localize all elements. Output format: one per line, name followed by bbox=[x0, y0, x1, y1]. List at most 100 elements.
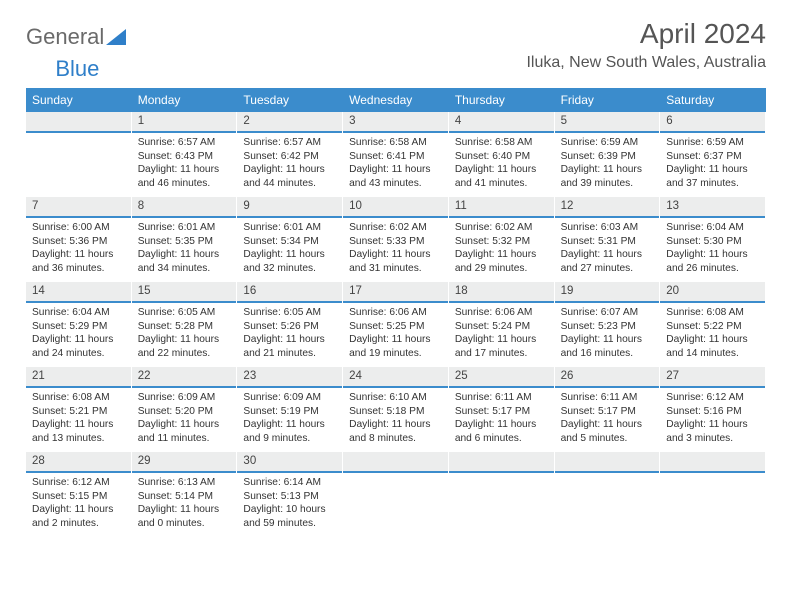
day-info: Sunrise: 6:03 AMSunset: 5:31 PMDaylight:… bbox=[555, 218, 660, 282]
sunrise-text: Sunrise: 6:11 AM bbox=[561, 391, 654, 405]
calendar-cell: 29Sunrise: 6:13 AMSunset: 5:14 PMDayligh… bbox=[132, 452, 238, 537]
day-number: 14 bbox=[26, 282, 131, 303]
sunrise-text: Sunrise: 6:59 AM bbox=[666, 136, 759, 150]
day-number: 20 bbox=[660, 282, 765, 303]
calendar-body: 1Sunrise: 6:57 AMSunset: 6:43 PMDaylight… bbox=[26, 112, 766, 537]
weekday-label: Tuesday bbox=[237, 88, 343, 112]
day-info: Sunrise: 6:01 AMSunset: 5:34 PMDaylight:… bbox=[237, 218, 342, 282]
daylight-text: Daylight: 11 hours and 36 minutes. bbox=[32, 248, 125, 276]
calendar-cell: 13Sunrise: 6:04 AMSunset: 5:30 PMDayligh… bbox=[660, 197, 766, 282]
sunset-text: Sunset: 5:31 PM bbox=[561, 235, 654, 249]
day-number bbox=[343, 452, 448, 473]
daylight-text: Daylight: 11 hours and 34 minutes. bbox=[138, 248, 231, 276]
day-number: 22 bbox=[132, 367, 237, 388]
sunrise-text: Sunrise: 6:10 AM bbox=[349, 391, 442, 405]
day-number bbox=[555, 452, 660, 473]
day-number bbox=[449, 452, 554, 473]
sunset-text: Sunset: 5:35 PM bbox=[138, 235, 231, 249]
day-number: 19 bbox=[555, 282, 660, 303]
sunrise-text: Sunrise: 6:58 AM bbox=[455, 136, 548, 150]
day-info: Sunrise: 6:02 AMSunset: 5:32 PMDaylight:… bbox=[449, 218, 554, 282]
day-number: 16 bbox=[237, 282, 342, 303]
sunrise-text: Sunrise: 6:57 AM bbox=[243, 136, 336, 150]
logo-triangle-icon bbox=[106, 29, 126, 45]
daylight-text: Daylight: 11 hours and 37 minutes. bbox=[666, 163, 759, 191]
day-info: Sunrise: 6:02 AMSunset: 5:33 PMDaylight:… bbox=[343, 218, 448, 282]
day-number: 12 bbox=[555, 197, 660, 218]
day-info: Sunrise: 6:05 AMSunset: 5:28 PMDaylight:… bbox=[132, 303, 237, 367]
weekday-label: Wednesday bbox=[343, 88, 449, 112]
sunset-text: Sunset: 5:23 PM bbox=[561, 320, 654, 334]
calendar-week: 21Sunrise: 6:08 AMSunset: 5:21 PMDayligh… bbox=[26, 367, 766, 452]
daylight-text: Daylight: 11 hours and 11 minutes. bbox=[138, 418, 231, 446]
day-info: Sunrise: 6:06 AMSunset: 5:25 PMDaylight:… bbox=[343, 303, 448, 367]
sunrise-text: Sunrise: 6:05 AM bbox=[243, 306, 336, 320]
calendar-cell: 21Sunrise: 6:08 AMSunset: 5:21 PMDayligh… bbox=[26, 367, 132, 452]
daylight-text: Daylight: 11 hours and 19 minutes. bbox=[349, 333, 442, 361]
weekday-label: Monday bbox=[132, 88, 238, 112]
day-number: 7 bbox=[26, 197, 131, 218]
weekday-label: Sunday bbox=[26, 88, 132, 112]
calendar-cell: 11Sunrise: 6:02 AMSunset: 5:32 PMDayligh… bbox=[449, 197, 555, 282]
day-number bbox=[660, 452, 765, 473]
calendar-week: 14Sunrise: 6:04 AMSunset: 5:29 PMDayligh… bbox=[26, 282, 766, 367]
sunrise-text: Sunrise: 6:02 AM bbox=[455, 221, 548, 235]
calendar-cell: 25Sunrise: 6:11 AMSunset: 5:17 PMDayligh… bbox=[449, 367, 555, 452]
calendar-week: 1Sunrise: 6:57 AMSunset: 6:43 PMDaylight… bbox=[26, 112, 766, 197]
sunset-text: Sunset: 5:17 PM bbox=[561, 405, 654, 419]
sunset-text: Sunset: 5:17 PM bbox=[455, 405, 548, 419]
calendar-cell bbox=[555, 452, 661, 537]
calendar-cell: 27Sunrise: 6:12 AMSunset: 5:16 PMDayligh… bbox=[660, 367, 766, 452]
sunrise-text: Sunrise: 6:06 AM bbox=[455, 306, 548, 320]
sunset-text: Sunset: 5:24 PM bbox=[455, 320, 548, 334]
logo-text-2: Blue bbox=[55, 56, 99, 81]
day-info: Sunrise: 6:11 AMSunset: 5:17 PMDaylight:… bbox=[449, 388, 554, 452]
day-number: 30 bbox=[237, 452, 342, 473]
day-info: Sunrise: 6:58 AMSunset: 6:40 PMDaylight:… bbox=[449, 133, 554, 197]
calendar-cell: 6Sunrise: 6:59 AMSunset: 6:37 PMDaylight… bbox=[660, 112, 766, 197]
day-number bbox=[26, 112, 131, 133]
sunrise-text: Sunrise: 6:06 AM bbox=[349, 306, 442, 320]
logo-line2: GeBlue bbox=[26, 56, 766, 82]
sunrise-text: Sunrise: 6:05 AM bbox=[138, 306, 231, 320]
daylight-text: Daylight: 11 hours and 2 minutes. bbox=[32, 503, 125, 531]
sunrise-text: Sunrise: 6:04 AM bbox=[32, 306, 125, 320]
calendar-cell bbox=[26, 112, 132, 197]
calendar-cell bbox=[449, 452, 555, 537]
sunset-text: Sunset: 5:13 PM bbox=[243, 490, 336, 504]
calendar-cell: 5Sunrise: 6:59 AMSunset: 6:39 PMDaylight… bbox=[555, 112, 661, 197]
daylight-text: Daylight: 11 hours and 29 minutes. bbox=[455, 248, 548, 276]
calendar-cell: 7Sunrise: 6:00 AMSunset: 5:36 PMDaylight… bbox=[26, 197, 132, 282]
calendar-cell: 15Sunrise: 6:05 AMSunset: 5:28 PMDayligh… bbox=[132, 282, 238, 367]
day-number: 24 bbox=[343, 367, 448, 388]
day-number: 18 bbox=[449, 282, 554, 303]
daylight-text: Daylight: 11 hours and 41 minutes. bbox=[455, 163, 548, 191]
day-number: 10 bbox=[343, 197, 448, 218]
calendar-cell: 17Sunrise: 6:06 AMSunset: 5:25 PMDayligh… bbox=[343, 282, 449, 367]
day-number: 29 bbox=[132, 452, 237, 473]
day-number: 25 bbox=[449, 367, 554, 388]
day-info: Sunrise: 6:12 AMSunset: 5:16 PMDaylight:… bbox=[660, 388, 765, 452]
sunset-text: Sunset: 5:32 PM bbox=[455, 235, 548, 249]
sunset-text: Sunset: 6:39 PM bbox=[561, 150, 654, 164]
sunrise-text: Sunrise: 6:07 AM bbox=[561, 306, 654, 320]
daylight-text: Daylight: 11 hours and 21 minutes. bbox=[243, 333, 336, 361]
calendar-cell: 24Sunrise: 6:10 AMSunset: 5:18 PMDayligh… bbox=[343, 367, 449, 452]
calendar-cell: 22Sunrise: 6:09 AMSunset: 5:20 PMDayligh… bbox=[132, 367, 238, 452]
sunrise-text: Sunrise: 6:09 AM bbox=[138, 391, 231, 405]
logo: General bbox=[26, 18, 126, 50]
day-info: Sunrise: 6:04 AMSunset: 5:29 PMDaylight:… bbox=[26, 303, 131, 367]
daylight-text: Daylight: 11 hours and 26 minutes. bbox=[666, 248, 759, 276]
day-number: 6 bbox=[660, 112, 765, 133]
daylight-text: Daylight: 11 hours and 16 minutes. bbox=[561, 333, 654, 361]
calendar-cell: 26Sunrise: 6:11 AMSunset: 5:17 PMDayligh… bbox=[555, 367, 661, 452]
calendar-cell: 8Sunrise: 6:01 AMSunset: 5:35 PMDaylight… bbox=[132, 197, 238, 282]
day-number: 8 bbox=[132, 197, 237, 218]
calendar-cell: 4Sunrise: 6:58 AMSunset: 6:40 PMDaylight… bbox=[449, 112, 555, 197]
day-info: Sunrise: 6:04 AMSunset: 5:30 PMDaylight:… bbox=[660, 218, 765, 282]
sunset-text: Sunset: 5:15 PM bbox=[32, 490, 125, 504]
day-info: Sunrise: 6:12 AMSunset: 5:15 PMDaylight:… bbox=[26, 473, 131, 537]
day-number: 21 bbox=[26, 367, 131, 388]
sunrise-text: Sunrise: 6:01 AM bbox=[243, 221, 336, 235]
calendar-cell: 12Sunrise: 6:03 AMSunset: 5:31 PMDayligh… bbox=[555, 197, 661, 282]
